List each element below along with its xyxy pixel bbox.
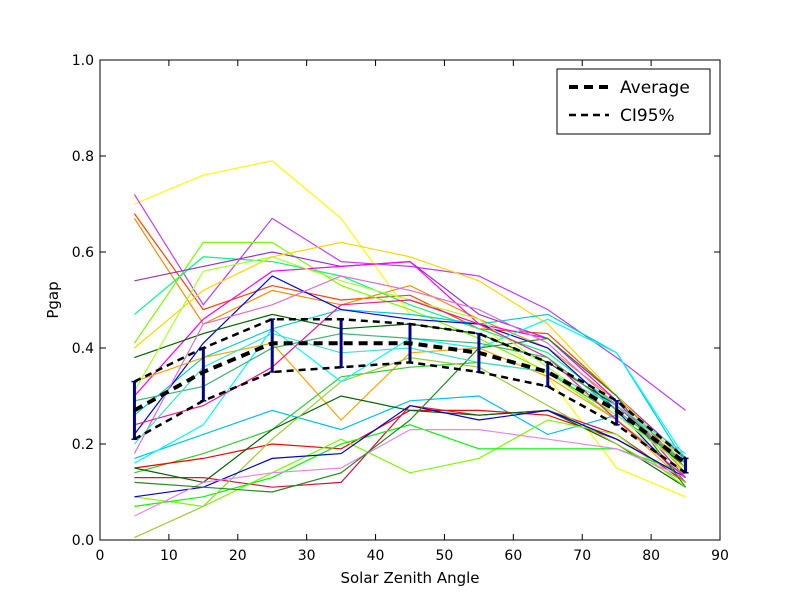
x-tick-label-50: 50 [436, 548, 454, 564]
sample-line-4 [133, 218, 687, 474]
sample-line-14 [134, 395, 686, 469]
x-tick-label-40: 40 [367, 548, 385, 564]
x-axis-label: Solar Zenith Angle [340, 569, 479, 587]
sample-line-18 [134, 395, 686, 488]
x-tick-label-70: 70 [573, 548, 591, 564]
legend-label-1: Average [620, 78, 690, 98]
sample-line-22 [134, 404, 686, 498]
y-axis-label: Pgap [44, 281, 62, 318]
sample-line-24 [134, 337, 687, 493]
sample-line-9 [133, 260, 687, 479]
x-tick-label-20: 20 [229, 548, 247, 564]
y-tick-label-0.8: 0.8 [72, 149, 94, 165]
sample-line-27 [133, 275, 686, 464]
legend-label-2: CI95% [620, 106, 675, 126]
legend-box [556, 68, 711, 135]
sample-line-15 [134, 361, 686, 474]
y-tick-label-0.6: 0.6 [72, 245, 94, 261]
x-tick-label-60: 60 [504, 548, 522, 564]
y-tick-label-0.4: 0.4 [72, 341, 94, 357]
x-tick-label-10: 10 [160, 548, 178, 564]
sample-line-20 [134, 424, 686, 507]
x-tick-label-90: 90 [711, 548, 729, 564]
sample-line-11 [133, 275, 687, 483]
y-tick-label-0.2: 0.2 [72, 437, 94, 453]
x-tick-label-30: 30 [298, 548, 316, 564]
sample-line-3 [133, 213, 687, 469]
x-tick-label-0: 0 [96, 548, 105, 564]
plot-frame [99, 59, 721, 541]
sample-line-8 [134, 241, 687, 464]
y-tick-label-0.0: 0.0 [72, 533, 94, 549]
sample-line-5 [133, 241, 686, 474]
ci95-upper-line [133, 317, 687, 460]
y-tick-label-1.0: 1.0 [72, 53, 94, 69]
ci95-lower-line [133, 361, 687, 474]
sample-line-10 [134, 308, 687, 464]
x-tick-label-80: 80 [642, 548, 660, 564]
sample-line-23 [134, 429, 686, 517]
average-line [133, 341, 687, 465]
